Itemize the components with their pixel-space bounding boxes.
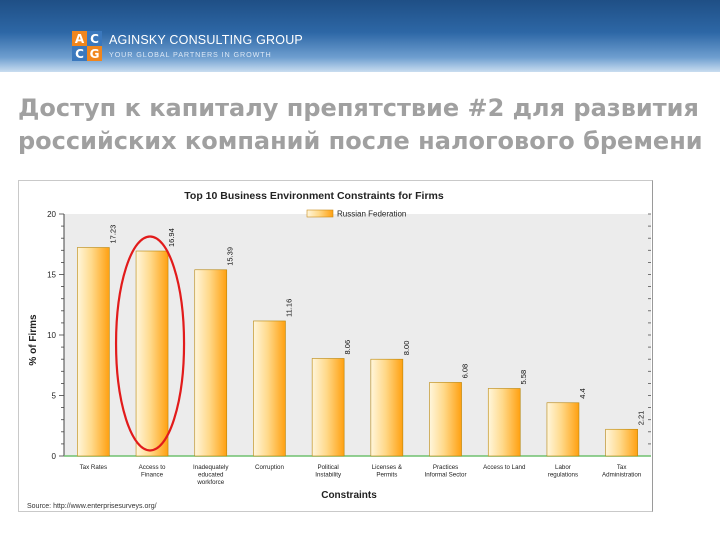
x-tick-label: Licenses & Permits	[372, 464, 403, 479]
slide-title-line-1: Доступ к капиталу препятствие #2 для раз…	[18, 94, 699, 122]
bar	[253, 320, 286, 457]
source-note: Source: http://www.enterprisesurveys.org…	[27, 503, 157, 510]
value-labels: 17.23 16.94 15.39 11.16 8.06 8.00 6.08 5.58 4.4 2…	[108, 225, 645, 426]
bar-value-label: 15.39	[226, 247, 235, 266]
logo: A C C G	[72, 31, 102, 61]
logo-letter: C	[72, 46, 87, 61]
bar	[487, 388, 521, 457]
bar	[370, 358, 404, 457]
x-tick-label: Tax Rates	[80, 464, 108, 471]
x-tick-label: Access to Finance	[139, 464, 166, 479]
bar	[605, 428, 638, 457]
bar-chart: Top 10 Business Environment Constraints …	[27, 190, 651, 510]
slide-title-line-2: российских компаний после налогового бре…	[18, 127, 703, 155]
bar-value-label: 8.06	[343, 340, 352, 355]
brand-name: AGINSKY CONSULTING GROUP	[109, 33, 303, 47]
y-tick-label: 15	[47, 271, 56, 280]
bar-value-label: 5.58	[519, 370, 528, 385]
y-tick-label: 5	[52, 392, 57, 401]
bar-value-label: 8.00	[402, 341, 411, 356]
bar-value-label: 11.16	[284, 299, 293, 317]
x-tick-label: Access to Land	[483, 464, 526, 471]
logo-letter: C	[87, 31, 102, 46]
bar-value-label: 6.08	[461, 364, 470, 379]
bar-value-label: 16.94	[167, 228, 176, 247]
bar	[311, 358, 345, 457]
logo-letter: G	[87, 46, 102, 61]
x-tick-label: Practices Informal Sector	[425, 464, 467, 479]
bar	[135, 250, 169, 457]
x-tick-labels: Tax Rates Access to Finance Inadequately edu…	[80, 464, 642, 486]
y-tick-label: 10	[47, 331, 56, 340]
y-tick-label: 20	[47, 210, 56, 219]
slide-title: Доступ к капиталу препятствие #2 для раз…	[18, 92, 718, 158]
legend-swatch	[306, 209, 334, 218]
x-tick-label: Political Instability	[315, 464, 342, 479]
x-tick-label: Inadequately educated workforce	[193, 464, 229, 486]
bar-value-label: 4.4	[578, 388, 587, 398]
brand-tagline: YOUR GLOBAL PARTNERS IN GROWTH	[109, 50, 272, 59]
highlight-annotation	[114, 235, 186, 452]
legend-label: Russian Federation	[337, 210, 406, 219]
logo-letter: A	[72, 31, 87, 46]
highlight-ellipse	[114, 235, 186, 452]
bar-value-label: 17.23	[108, 225, 117, 244]
bar	[194, 269, 228, 457]
bar	[546, 402, 580, 457]
chart-title: Top 10 Business Environment Constraints …	[184, 190, 444, 202]
x-tick-label: Labor regulations	[548, 464, 578, 479]
bar-value-label: 2.21	[637, 411, 646, 426]
y-axis-label: % of Firms	[28, 314, 39, 366]
y-tick-label: 0	[52, 452, 57, 461]
chart-frame: Top 10 Business Environment Constraints …	[18, 180, 653, 512]
x-tick-label: Corruption	[255, 464, 284, 471]
x-tick-label: Tax Administration	[602, 464, 642, 479]
bar	[77, 247, 110, 457]
bar	[429, 382, 462, 457]
bar-series	[77, 247, 638, 457]
x-axis-label: Constraints	[321, 490, 377, 501]
header-banner: A C C G AGINSKY CONSULTING GROUP YOUR GL…	[0, 0, 720, 72]
